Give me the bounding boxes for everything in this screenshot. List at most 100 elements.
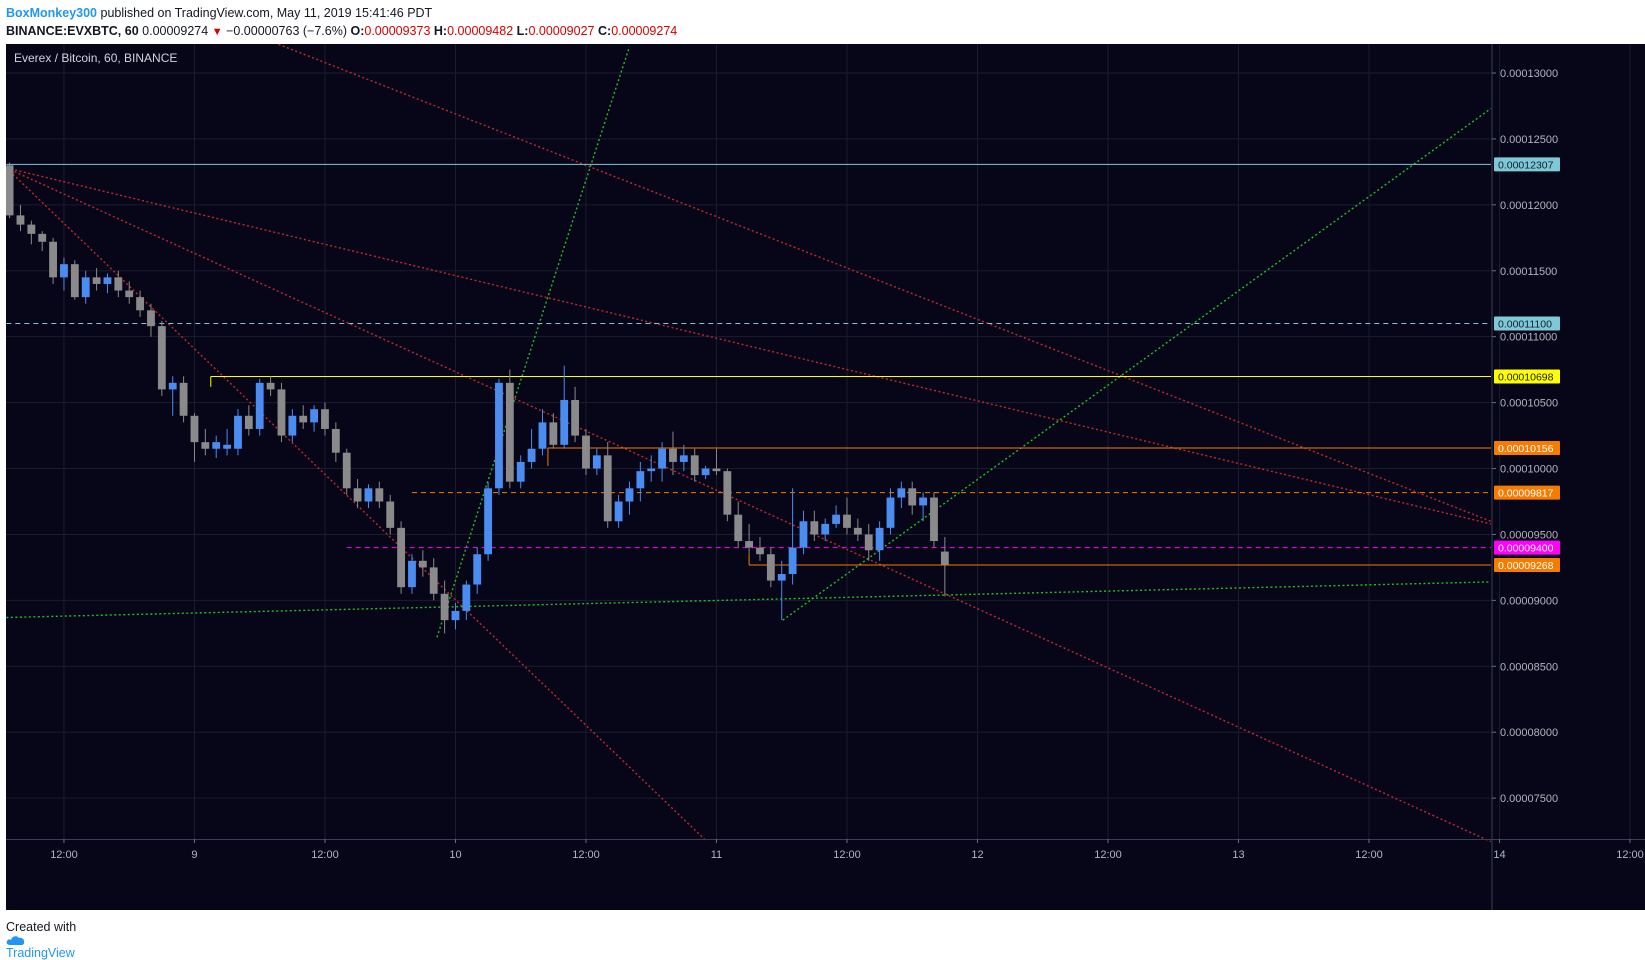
candle[interactable] <box>408 560 416 588</box>
candle[interactable] <box>647 468 656 472</box>
candle[interactable] <box>495 382 503 489</box>
candle[interactable] <box>875 527 884 551</box>
candle[interactable] <box>321 409 329 429</box>
candle[interactable] <box>353 488 362 502</box>
candle[interactable] <box>679 455 688 462</box>
candle[interactable] <box>897 488 906 498</box>
candle[interactable] <box>864 534 873 551</box>
level-price-tag[interactable] <box>1494 558 1560 573</box>
candle[interactable] <box>745 541 754 548</box>
candle[interactable] <box>27 224 36 234</box>
candle[interactable] <box>930 497 938 542</box>
candle[interactable] <box>603 455 612 522</box>
candle[interactable] <box>190 415 199 443</box>
candle[interactable] <box>940 551 949 565</box>
candle[interactable] <box>16 215 25 225</box>
candle[interactable] <box>462 584 471 611</box>
candle[interactable] <box>440 593 449 621</box>
candle[interactable] <box>592 455 601 469</box>
candle[interactable] <box>734 514 743 542</box>
level-price-tag[interactable] <box>1494 369 1560 384</box>
candle[interactable] <box>756 547 764 555</box>
candle[interactable] <box>614 501 623 522</box>
green-channel-line[interactable] <box>782 108 1492 621</box>
candle[interactable] <box>201 442 210 449</box>
red-trendline-top[interactable] <box>6 44 1492 522</box>
candle[interactable] <box>342 452 351 489</box>
candle[interactable] <box>451 610 460 621</box>
candle[interactable] <box>429 567 438 594</box>
candle[interactable] <box>690 455 699 476</box>
level-price-tag[interactable] <box>1494 316 1560 331</box>
candle[interactable] <box>81 277 90 298</box>
candle[interactable] <box>168 382 177 390</box>
candle[interactable] <box>223 444 232 449</box>
candle[interactable] <box>571 399 580 436</box>
chart-container[interactable]: 0.00007500 0.00008000 0.00008500 0.00009000… <box>6 44 1645 910</box>
candle[interactable] <box>418 560 427 568</box>
candle[interactable] <box>364 488 373 502</box>
candle[interactable] <box>299 415 308 423</box>
candle[interactable] <box>310 409 319 423</box>
candle[interactable] <box>288 415 297 436</box>
candle[interactable] <box>331 428 340 453</box>
candle[interactable] <box>582 435 590 469</box>
candle[interactable] <box>114 277 123 291</box>
candle[interactable] <box>625 488 634 502</box>
candle[interactable] <box>484 488 493 555</box>
tradingview-link[interactable]: TradingView <box>6 946 75 960</box>
level-price-tag[interactable] <box>1494 485 1560 500</box>
candle[interactable] <box>723 471 732 515</box>
red-trendline-middle[interactable] <box>6 167 1492 843</box>
candle[interactable] <box>157 326 166 390</box>
candle[interactable] <box>244 415 253 429</box>
candle[interactable] <box>255 382 264 429</box>
candle[interactable] <box>277 389 286 436</box>
plot-area[interactable] <box>6 44 1491 839</box>
candle[interactable] <box>843 514 851 528</box>
candle[interactable] <box>810 521 819 535</box>
level-price-tag[interactable] <box>1494 540 1560 555</box>
candle[interactable] <box>505 382 514 482</box>
author-link[interactable]: BoxMonkey300 <box>6 6 98 20</box>
candle[interactable] <box>234 415 242 449</box>
candle[interactable] <box>799 521 808 548</box>
candle[interactable] <box>821 523 830 535</box>
candle[interactable] <box>386 501 395 528</box>
candle[interactable] <box>777 574 786 581</box>
price-chart[interactable]: 0.00007500 0.00008000 0.00008500 0.00009000… <box>6 44 1645 910</box>
candle[interactable] <box>266 382 275 390</box>
green-steep-trendline[interactable] <box>436 46 631 638</box>
candle[interactable] <box>527 448 536 462</box>
candle[interactable] <box>669 448 677 462</box>
candle[interactable] <box>853 527 862 535</box>
candle[interactable] <box>908 488 917 506</box>
candle[interactable] <box>766 554 775 581</box>
candle[interactable] <box>538 422 547 449</box>
candle[interactable] <box>103 277 112 284</box>
candle[interactable] <box>136 297 145 311</box>
candle[interactable] <box>636 471 645 489</box>
candle[interactable] <box>919 497 928 506</box>
candle[interactable] <box>516 461 525 482</box>
candle[interactable] <box>549 422 558 445</box>
candle[interactable] <box>70 264 79 298</box>
candle[interactable] <box>560 399 569 445</box>
candle[interactable] <box>49 241 58 278</box>
candle[interactable] <box>179 382 188 416</box>
candle[interactable] <box>212 442 221 449</box>
candle[interactable] <box>92 277 101 284</box>
candle[interactable] <box>712 468 721 472</box>
candle[interactable] <box>375 488 384 502</box>
candle[interactable] <box>832 514 841 524</box>
candle[interactable] <box>125 290 134 298</box>
candle[interactable] <box>38 233 47 242</box>
candle[interactable] <box>60 264 68 278</box>
level-price-tag[interactable] <box>1494 157 1560 172</box>
candle[interactable] <box>658 448 667 469</box>
candle[interactable] <box>397 527 406 588</box>
candle[interactable] <box>473 554 482 585</box>
candle[interactable] <box>701 468 710 476</box>
candle[interactable] <box>886 497 895 528</box>
candle[interactable] <box>6 165 14 216</box>
